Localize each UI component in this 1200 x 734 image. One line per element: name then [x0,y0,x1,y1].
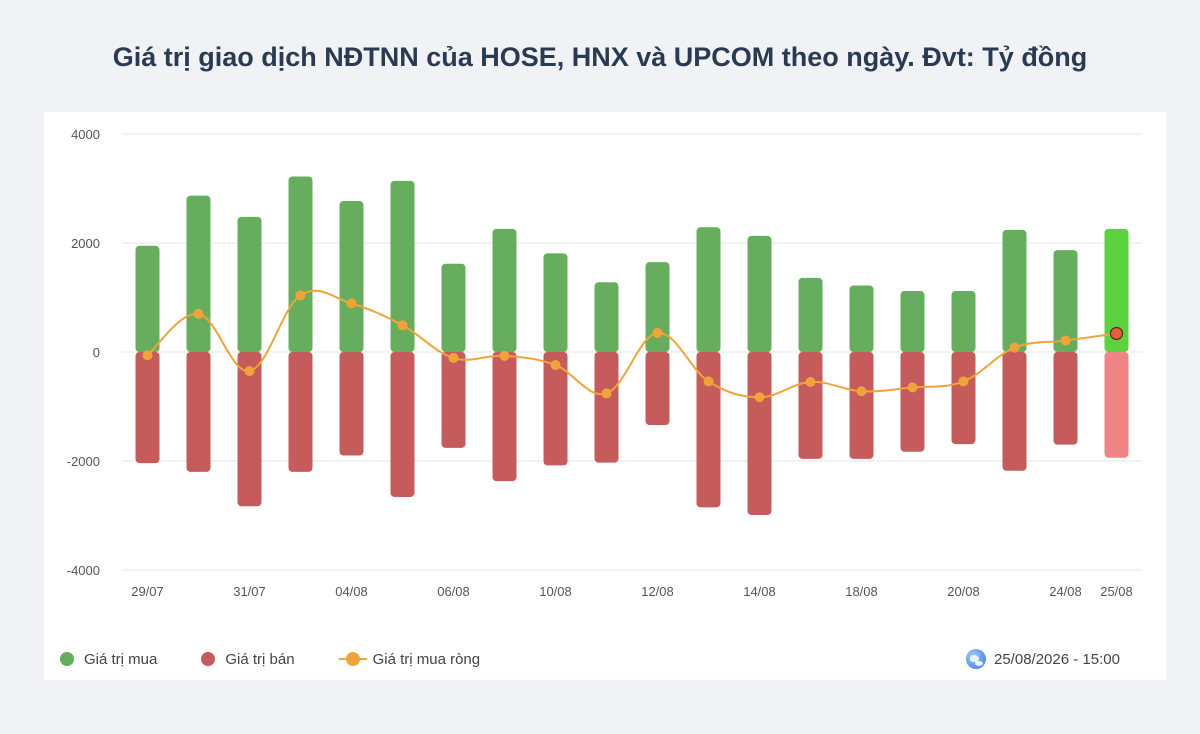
legend-net-label: Giá trị mua ròng [372,650,481,668]
bar-sell [186,352,211,472]
x-tick-label: 14/08 [743,584,776,599]
bar-buy [747,235,772,352]
chart-plot: 4000 2000 0 -2000 -4000 29/07 31/07 04/08 06/08 1… [67,127,1142,599]
bar-sell [543,352,568,466]
bar-sell [237,352,262,507]
bar-buy [135,245,160,352]
chart-card: 4000 2000 0 -2000 -4000 29/07 31/07 04/08 06/08 1… [44,112,1166,680]
bar-sell [441,352,466,448]
timestamp-text: 25/08/2026 - 15:00 [994,650,1120,668]
legend-item-net[interactable]: Giá trị mua ròng [338,650,481,668]
x-tick-label: 18/08 [845,584,878,599]
bar-buy [645,262,670,352]
legend-buy-label: Giá trị mua [84,650,158,668]
x-tick-label: 20/08 [947,584,980,599]
net-point [907,382,918,393]
legend-sell-label: Giá trị bán [225,650,295,668]
bar-buy [390,180,415,352]
bar-sell [645,352,670,426]
chart-legend: Giá trị mua Giá trị bán Giá trị mua ròng [60,648,524,670]
net-point [652,327,663,338]
bar-sell [1053,352,1078,445]
chart-title: Giá trị giao dịch NĐTNN của HOSE, HNX và… [112,42,1088,72]
y-tick-label: 0 [93,345,100,360]
bar-sell [594,352,619,463]
bar-buy [288,176,313,352]
bar-sell [900,352,925,452]
x-tick-label: 31/07 [233,584,266,599]
bar-buy [1002,229,1027,352]
globe-icon [966,649,986,669]
bar-sell [288,352,313,472]
net-point [142,350,153,361]
legend-item-buy[interactable]: Giá trị mua [60,651,157,668]
net-point [754,392,765,403]
net-point [601,388,612,399]
bar-buy [900,290,925,352]
bar-buy [798,277,823,352]
net-point [1109,326,1124,341]
bar-buy [441,263,466,352]
net-point [499,350,510,361]
bar-buy [186,195,211,352]
bar-sell [135,352,160,464]
net-point [550,360,561,371]
net-line [146,289,1117,399]
bar-sell [492,352,517,482]
x-tick-label: 04/08 [335,584,368,599]
bar-sell [339,352,364,456]
bar-buy [594,282,619,352]
bar-buy [237,216,262,352]
bar-sell [747,352,772,515]
bar-buy [543,253,568,352]
y-tick-label: 4000 [71,127,100,142]
bar-sell [849,352,874,459]
y-tick-label: 2000 [71,236,100,251]
bar-sell [951,352,976,445]
legend-item-sell[interactable]: Giá trị bán [201,650,295,668]
bar-buy [339,201,364,352]
bar-buy [1104,228,1129,352]
bar-sell [798,352,823,459]
x-tick-label: 12/08 [641,584,674,599]
bar-buy [492,228,517,352]
x-tick-label: 24/08 [1049,584,1082,599]
bar-buy [951,290,976,352]
bar-buy [1053,250,1078,352]
net-point [1060,335,1071,346]
update-timestamp: 25/08/2026 - 15:00 [966,648,1120,670]
bar-sell [696,352,721,508]
net-point [958,376,969,387]
bar-buy [849,285,874,352]
bar-buy [696,227,721,352]
x-tick-label: 25/08 [1100,584,1133,599]
net-point [856,386,867,397]
net-point [703,376,714,387]
net-point [193,308,204,319]
y-tick-label: -2000 [67,454,100,469]
net-point [805,376,816,387]
x-tick-label: 10/08 [539,584,572,599]
net-point [346,298,357,309]
net-point [397,320,408,331]
legend-net-swatch [338,652,367,666]
net-point [295,290,306,301]
bar-sell [1104,352,1129,458]
net-point [244,366,255,377]
legend-sell-swatch [201,652,216,666]
x-tick-label: 06/08 [437,584,470,599]
net-point [1009,342,1020,353]
y-tick-label: -4000 [67,563,100,578]
legend-buy-swatch [60,652,74,666]
x-tick-label: 29/07 [131,584,164,599]
net-point [448,352,459,363]
bar-sell [390,352,415,497]
bar-sell [1002,352,1027,471]
